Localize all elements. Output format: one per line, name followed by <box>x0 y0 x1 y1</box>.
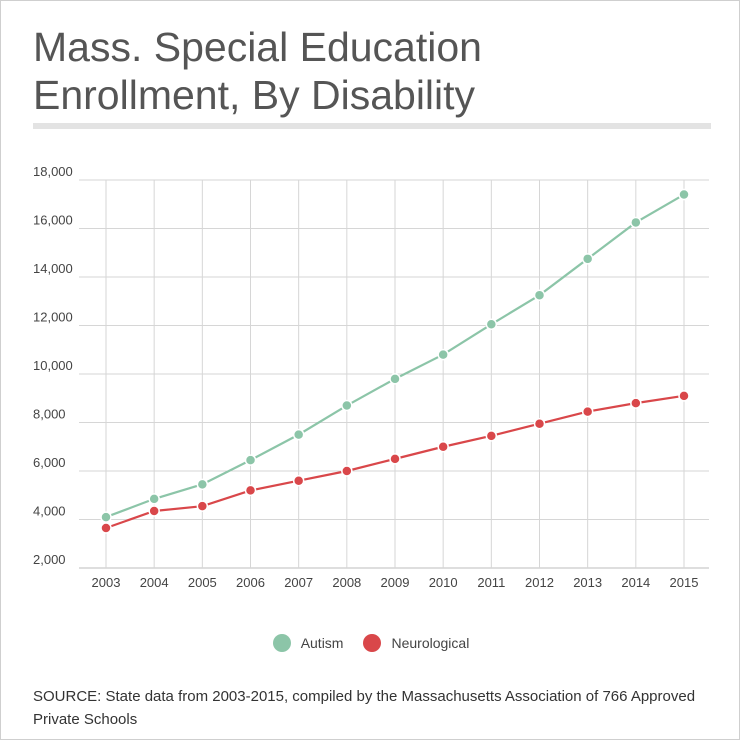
x-tick-label: 2010 <box>429 575 458 590</box>
x-tick-label: 2015 <box>670 575 699 590</box>
y-tick-label: 18,000 <box>33 164 73 179</box>
data-point-neurological <box>678 390 690 402</box>
x-tick-label: 2011 <box>477 575 505 590</box>
data-point-autism <box>533 289 546 301</box>
chart-title: Mass. Special Education Enrollment, By D… <box>33 23 713 119</box>
data-point-neurological <box>196 500 209 512</box>
data-point-neurological <box>100 522 112 534</box>
x-tick-label: 2007 <box>284 575 313 590</box>
x-tick-label: 2014 <box>621 575 650 590</box>
data-point-autism <box>678 188 690 201</box>
data-point-neurological <box>581 405 594 418</box>
y-tick-label: 14,000 <box>33 261 73 276</box>
data-point-autism <box>630 216 642 229</box>
chart-title-line-2: Enrollment, By Disability <box>33 72 476 118</box>
x-tick-label: 2008 <box>332 575 361 590</box>
y-tick-label: 10,000 <box>33 358 73 373</box>
y-tick-label: 2,000 <box>33 552 66 567</box>
data-point-neurological <box>485 430 498 442</box>
data-point-autism <box>292 428 305 441</box>
source-note: SOURCE: State data from 2003-2015, compi… <box>33 688 696 728</box>
x-tick-label: 2003 <box>92 575 121 590</box>
y-tick-label: 12,000 <box>33 310 73 325</box>
legend-label-autism: Autism <box>300 635 344 651</box>
data-point-autism <box>389 373 401 385</box>
data-point-autism <box>341 399 353 412</box>
y-tick-label: 6,000 <box>33 455 66 470</box>
x-tick-label: 2012 <box>525 575 554 590</box>
x-tick-label: 2004 <box>140 575 169 590</box>
data-point-autism <box>196 478 209 491</box>
x-tick-label: 2006 <box>236 575 265 590</box>
y-tick-label: 8,000 <box>33 407 66 422</box>
legend-label-neurological: Neurological <box>391 635 470 651</box>
data-point-neurological <box>533 417 546 430</box>
data-point-autism <box>485 318 498 331</box>
data-point-neurological <box>389 453 401 465</box>
legend-swatch-neurological <box>363 634 382 652</box>
data-point-neurological <box>244 484 257 497</box>
x-tick-label: 2009 <box>381 575 410 590</box>
data-point-neurological <box>437 441 449 453</box>
legend-item-autism: Autism <box>272 634 344 652</box>
data-point-autism <box>148 493 160 505</box>
data-point-neurological <box>292 474 305 487</box>
data-point-autism <box>100 511 112 523</box>
chart-title-line-1: Mass. Special Education <box>33 24 482 70</box>
y-tick-label: 16,000 <box>33 213 73 228</box>
y-tick-label: 4,000 <box>33 504 66 519</box>
data-point-autism <box>581 253 594 265</box>
x-tick-label: 2013 <box>573 575 602 590</box>
data-point-neurological <box>148 505 160 517</box>
legend-item-neurological: Neurological <box>363 634 469 652</box>
title-divider <box>33 123 711 129</box>
legend-swatch-autism <box>272 634 291 652</box>
data-point-neurological <box>630 397 642 409</box>
data-point-neurological <box>341 465 353 477</box>
data-point-autism <box>437 348 449 361</box>
legend: Autism Neurological <box>1 631 740 655</box>
x-tick-label: 2005 <box>188 575 217 590</box>
data-point-autism <box>244 454 257 466</box>
